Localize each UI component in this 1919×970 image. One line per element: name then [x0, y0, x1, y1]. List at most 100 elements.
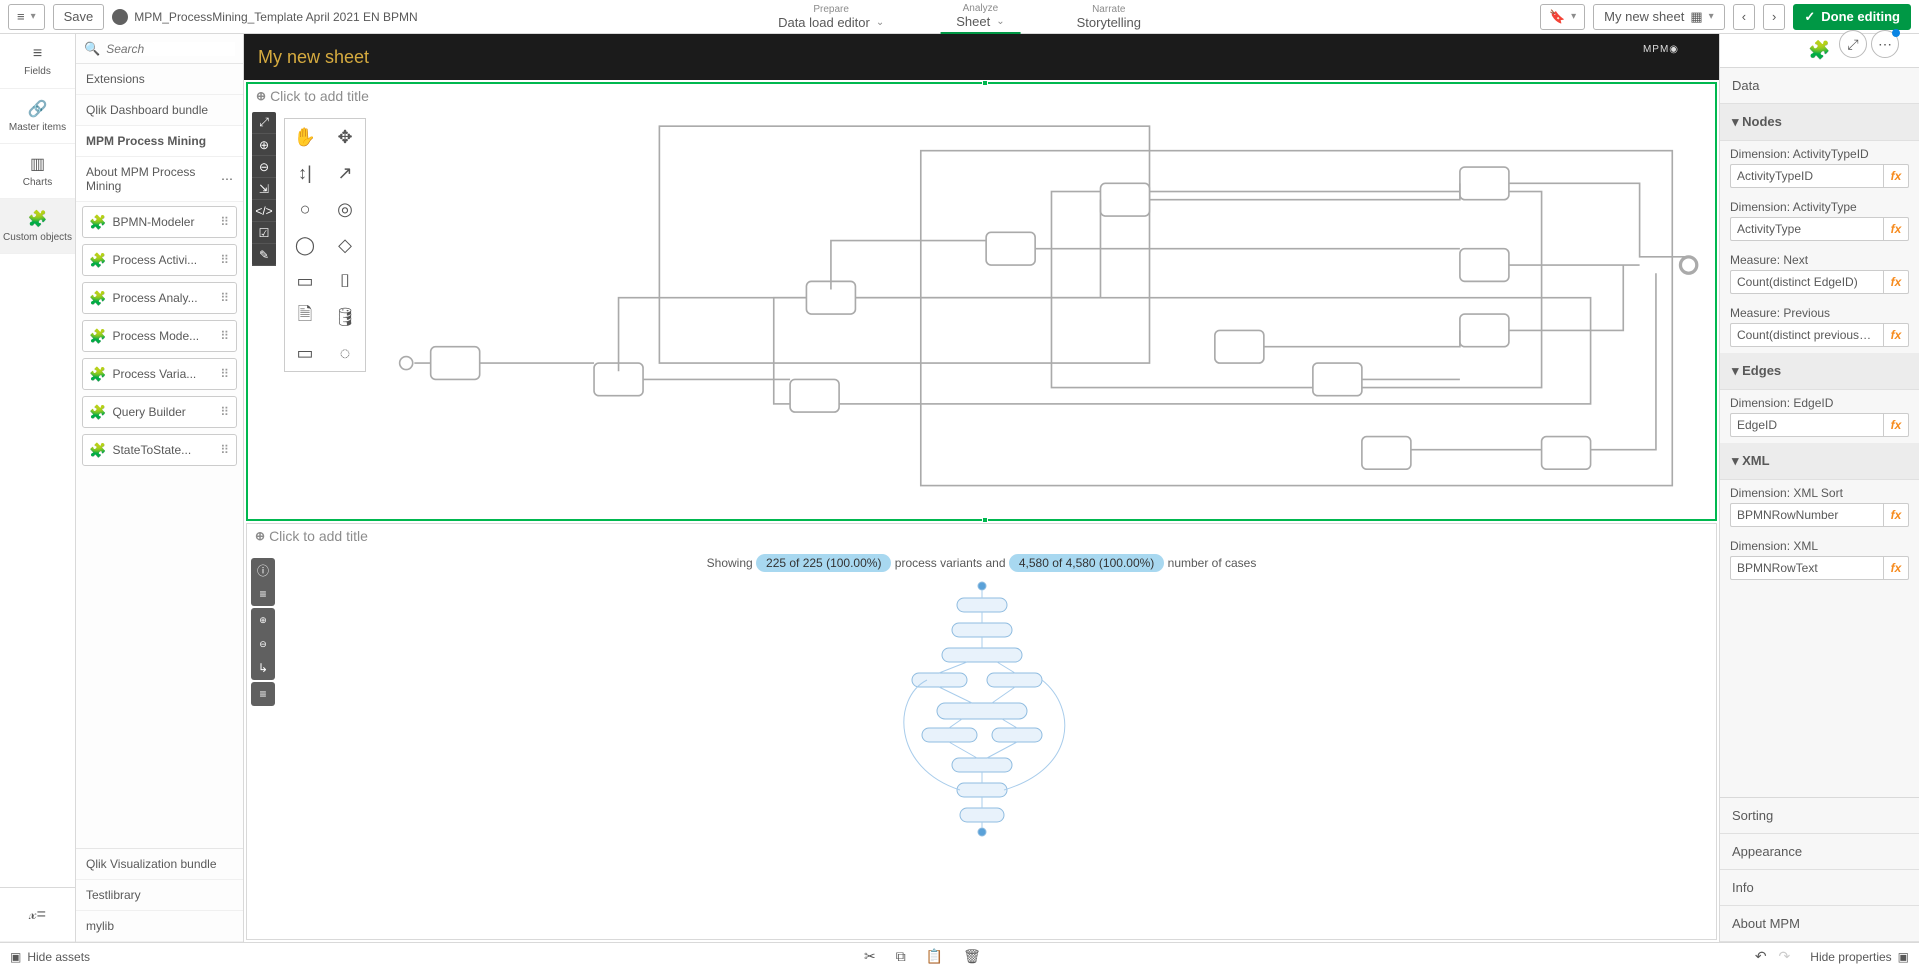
drag-handle-icon[interactable]: ⠿: [220, 329, 230, 343]
redo-button[interactable]: ↷: [1779, 948, 1791, 965]
bpmn-shape-button[interactable]: ◎: [325, 191, 365, 227]
bpmn-tool-button[interactable]: ⊖: [252, 156, 276, 178]
bpmn-shape-button[interactable]: ▭: [285, 335, 325, 371]
sheet-selector-button[interactable]: My new sheet ▦ ▾: [1593, 4, 1725, 30]
pv-info-button[interactable]: ⓘ: [251, 558, 275, 582]
copy-button[interactable]: ⧉: [896, 948, 906, 965]
drag-handle-icon[interactable]: ⠿: [220, 443, 230, 457]
rail-custom-objects[interactable]: 🧩Custom objects: [0, 199, 75, 254]
pv-more-button[interactable]: ≡: [251, 682, 275, 706]
props-tab[interactable]: Info: [1720, 870, 1919, 906]
extension-item[interactable]: 🧩Process Mode...⠿: [82, 320, 237, 352]
bpmn-shape-button[interactable]: ○: [285, 191, 325, 227]
bpmn-shape-button[interactable]: ↕|: [285, 155, 325, 191]
bpmn-tool-button[interactable]: ⤢: [252, 112, 276, 134]
field-value-input[interactable]: EdgeID: [1730, 413, 1883, 437]
field-value-input[interactable]: ActivityTypeID: [1730, 164, 1883, 188]
bpmn-shape-button[interactable]: ◌: [325, 335, 365, 371]
bpmn-shape-button[interactable]: ▭: [285, 263, 325, 299]
expression-editor-button[interactable]: fx: [1883, 556, 1909, 580]
props-group-header[interactable]: ▾ XML: [1720, 443, 1919, 480]
bpmn-shape-button[interactable]: 🛢: [325, 299, 365, 335]
props-group-header[interactable]: ▾ Edges: [1720, 353, 1919, 390]
asset-section[interactable]: Qlik Dashboard bundle: [76, 95, 243, 126]
asset-section-about[interactable]: About MPM Process Mining⋯: [76, 157, 243, 202]
drag-handle-icon[interactable]: ⠿: [220, 367, 230, 381]
prev-sheet-button[interactable]: ‹: [1733, 4, 1755, 30]
field-value-input[interactable]: BPMNRowText: [1730, 556, 1883, 580]
done-editing-button[interactable]: ✓ Done editing: [1793, 4, 1911, 30]
expression-editor-button[interactable]: fx: [1883, 503, 1909, 527]
expression-editor-button[interactable]: fx: [1883, 217, 1909, 241]
extension-item[interactable]: 🧩Process Analy...⠿: [82, 282, 237, 314]
bpmn-tool-button[interactable]: ⊕: [252, 134, 276, 156]
asset-section[interactable]: Testlibrary: [76, 880, 243, 911]
extension-item[interactable]: 🧩Process Varia...⠿: [82, 358, 237, 390]
bpmn-modeler-object[interactable]: ⊕Click to add title ⤢⊕⊖⇲</>☑✎ ✋✥↕|↗○◎◯◇▭…: [246, 82, 1717, 521]
expression-editor-button[interactable]: fx: [1883, 413, 1909, 437]
extension-item[interactable]: 🧩BPMN-Modeler⠿: [82, 206, 237, 238]
drag-handle-icon[interactable]: ⠿: [220, 405, 230, 419]
asset-search-input[interactable]: [106, 42, 235, 56]
extension-item[interactable]: 🧩StateToState...⠿: [82, 434, 237, 466]
pv-zoom-in-button[interactable]: ⊕: [251, 608, 275, 632]
field-value-input[interactable]: Count(distinct previousActivityT: [1730, 323, 1883, 347]
expression-editor-button[interactable]: fx: [1883, 270, 1909, 294]
bpmn-diagram[interactable]: [398, 118, 1705, 509]
drag-handle-icon[interactable]: ⠿: [220, 253, 230, 267]
pv-cases-pill[interactable]: 4,580 of 4,580 (100.00%): [1009, 554, 1164, 572]
pv-diagram[interactable]: [882, 578, 1082, 838]
undo-button[interactable]: ↶: [1755, 948, 1767, 965]
bookmarks-button[interactable]: 🔖 ▾: [1540, 4, 1585, 30]
bpmn-tool-button[interactable]: </>: [252, 200, 276, 222]
field-value-input[interactable]: ActivityType: [1730, 217, 1883, 241]
hide-properties-button[interactable]: Hide properties ▣: [1810, 950, 1909, 964]
mode-storytelling[interactable]: NarrateStorytelling: [1061, 0, 1157, 34]
next-sheet-button[interactable]: ›: [1763, 4, 1785, 30]
pv-layout-button[interactable]: ↳: [251, 656, 275, 680]
pv-zoom-out-button[interactable]: ⊖: [251, 632, 275, 656]
pv-menu-button[interactable]: ≡: [251, 582, 275, 606]
drag-handle-icon[interactable]: ⠿: [220, 291, 230, 305]
extension-item[interactable]: 🧩Query Builder⠿: [82, 396, 237, 428]
mode-data-load-editor[interactable]: PrepareData load editor ⌄: [762, 0, 900, 34]
bpmn-tool-button[interactable]: ☑: [252, 222, 276, 244]
asset-section[interactable]: Extensions: [76, 64, 243, 95]
bpmn-tool-button[interactable]: ⇲: [252, 178, 276, 200]
drag-handle-icon[interactable]: ⠿: [220, 215, 230, 229]
viz-title-placeholder[interactable]: ⊕Click to add title: [248, 84, 1715, 108]
bpmn-shape-button[interactable]: ✥: [325, 119, 365, 155]
bpmn-shape-button[interactable]: 🗎: [285, 299, 325, 335]
bpmn-shape-button[interactable]: ⌷: [325, 263, 365, 299]
paste-button[interactable]: 📋: [926, 948, 943, 965]
rail-fields[interactable]: ≡Fields: [0, 34, 75, 89]
rail-charts[interactable]: ▥Charts: [0, 144, 75, 199]
process-variant-object[interactable]: ⊕Click to add title ⓘ≡ ⊕⊖↳ ≡ Showing 225…: [246, 523, 1717, 940]
mode-sheet[interactable]: AnalyzeSheet ⌄: [940, 0, 1020, 34]
props-tab[interactable]: Appearance: [1720, 834, 1919, 870]
props-tab[interactable]: Sorting: [1720, 798, 1919, 834]
field-value-input[interactable]: BPMNRowNumber: [1730, 503, 1883, 527]
bpmn-tool-button[interactable]: ✎: [252, 244, 276, 266]
props-tab-data[interactable]: Data: [1720, 68, 1919, 104]
save-button[interactable]: Save: [53, 4, 105, 30]
rail-master-items[interactable]: 🔗Master items: [0, 89, 75, 144]
expression-editor-button[interactable]: fx: [1883, 323, 1909, 347]
cut-button[interactable]: ✂: [864, 948, 876, 965]
asset-section[interactable]: mylib: [76, 911, 243, 942]
bpmn-shape-button[interactable]: ◇: [325, 227, 365, 263]
sheet-title[interactable]: My new sheet: [258, 47, 369, 68]
expression-editor-button[interactable]: fx: [1883, 164, 1909, 188]
asset-section[interactable]: Qlik Visualization bundle: [76, 849, 243, 880]
viz2-title-placeholder[interactable]: ⊕Click to add title: [247, 524, 1716, 548]
extension-item[interactable]: 🧩Process Activi...⠿: [82, 244, 237, 276]
pv-variants-pill[interactable]: 225 of 225 (100.00%): [756, 554, 891, 572]
delete-button[interactable]: 🗑: [963, 948, 981, 965]
menu-button[interactable]: ≡ ▾: [8, 4, 45, 30]
field-value-input[interactable]: Count(distinct EdgeID): [1730, 270, 1883, 294]
props-group-header[interactable]: ▾ Nodes: [1720, 104, 1919, 141]
bpmn-shape-button[interactable]: ✋: [285, 119, 325, 155]
bpmn-shape-button[interactable]: ↗: [325, 155, 365, 191]
rail-variables-button[interactable]: 𝓍=: [0, 887, 75, 942]
hide-assets-button[interactable]: ▣ Hide assets: [10, 950, 90, 964]
